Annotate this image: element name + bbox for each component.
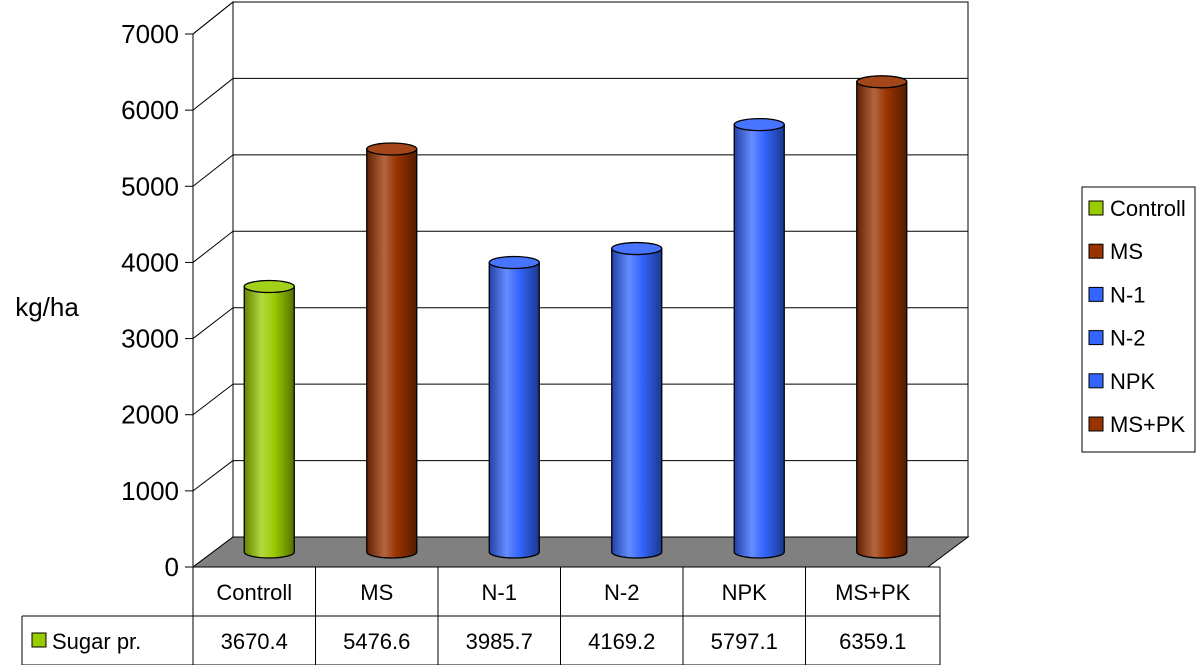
data-label: 6359.1 xyxy=(839,629,906,654)
bar-body xyxy=(733,123,785,559)
bar-n-1 xyxy=(488,255,540,559)
bar-body xyxy=(488,261,540,559)
gridline-side xyxy=(192,78,234,111)
table-legend-key xyxy=(31,632,47,648)
bar-top xyxy=(856,75,908,89)
x-tick-label: N-2 xyxy=(604,580,639,605)
data-table: Controll 3670.4 MS 5476.6 N-1 3985.7 N-2 4169.2… xyxy=(21,566,941,665)
y-tick-label: 4000 xyxy=(121,247,179,277)
x-tick-label: MS xyxy=(360,580,393,605)
y-axis-label: kg/ha xyxy=(15,292,79,322)
bar-body xyxy=(366,148,418,559)
legend-swatch xyxy=(1088,416,1104,432)
data-label: 3985.7 xyxy=(466,629,533,654)
data-label: 4169.2 xyxy=(588,629,655,654)
legend-swatch xyxy=(1088,330,1104,346)
gridline-side xyxy=(192,307,234,339)
plot-walls xyxy=(192,0,969,568)
legend-entry: NPK xyxy=(1110,369,1156,394)
legend-entry: N-1 xyxy=(1110,282,1145,307)
y-tick-label: 1000 xyxy=(121,476,179,506)
gridline-side xyxy=(192,460,234,492)
bar-controll xyxy=(243,279,295,559)
plot-floor xyxy=(191,536,970,568)
y-tick-label: 7000 xyxy=(121,19,179,49)
table-series-name: Sugar pr. xyxy=(52,629,141,654)
bar-top xyxy=(243,279,295,294)
x-tick-label: Controll xyxy=(216,580,292,605)
y-tick-label: 3000 xyxy=(121,324,179,354)
legend-entry: MS xyxy=(1110,239,1143,264)
gridline-side xyxy=(192,154,234,187)
legend-swatch xyxy=(1088,243,1104,259)
bar-top xyxy=(733,117,785,132)
data-label: 5476.6 xyxy=(343,629,410,654)
bar-top xyxy=(611,241,663,256)
legend-box xyxy=(1081,186,1196,453)
side-wall xyxy=(192,0,234,568)
bar-n-2 xyxy=(611,241,663,559)
y-tick-label: 6000 xyxy=(121,95,179,125)
bar-npk xyxy=(733,117,785,559)
floor xyxy=(191,536,970,568)
bar-body xyxy=(243,285,295,559)
data-label: 5797.1 xyxy=(711,629,778,654)
legend-entry: Controll xyxy=(1110,196,1186,221)
x-tick-label: N-1 xyxy=(482,580,517,605)
legend-swatch xyxy=(1088,373,1104,389)
bar-ms-pk xyxy=(856,75,908,559)
y-tick-label: 5000 xyxy=(121,171,179,201)
legend-swatch xyxy=(1088,286,1104,302)
legend-entry: MS+PK xyxy=(1110,412,1186,437)
data-label: 3670.4 xyxy=(221,629,288,654)
gridlines xyxy=(192,1,968,492)
x-tick-label: NPK xyxy=(722,580,768,605)
x-tick-label: MS+PK xyxy=(835,580,911,605)
bar-top xyxy=(488,255,540,270)
legend-entry: N-2 xyxy=(1110,326,1145,351)
bars xyxy=(243,75,908,559)
legend-swatch xyxy=(1088,200,1104,216)
bar-body xyxy=(611,247,663,559)
legend: Controll MS N-1 N-2 NPK MS+PK xyxy=(1081,186,1196,453)
back-wall xyxy=(232,1,969,538)
bar-body xyxy=(856,81,908,559)
gridline-side xyxy=(192,1,234,35)
bar-ms xyxy=(366,142,418,559)
y-tick-label: 2000 xyxy=(121,400,179,430)
y-axis-ticks: 0 1000 2000 3000 4000 5000 6000 7000 xyxy=(121,19,194,582)
gridline-side xyxy=(192,230,234,263)
y-tick-label: 0 xyxy=(165,552,179,582)
gridline-side xyxy=(192,383,234,416)
bar-top xyxy=(366,142,418,156)
